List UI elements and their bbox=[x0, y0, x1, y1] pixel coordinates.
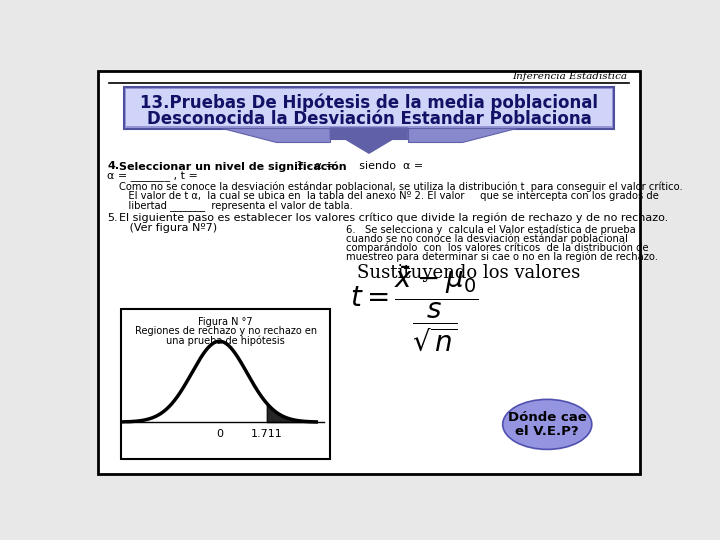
Text: una prueba de hipótesis: una prueba de hipótesis bbox=[166, 335, 285, 346]
Ellipse shape bbox=[503, 400, 592, 449]
Text: muestreo para determinar si cae o no en la región de rechazo.: muestreo para determinar si cae o no en … bbox=[346, 252, 658, 262]
Text: libertad _______  representa el valor de tabla.: libertad _______ representa el valor de … bbox=[120, 200, 354, 211]
Text: Regiones de rechazo y no rechazo en: Regiones de rechazo y no rechazo en bbox=[135, 326, 317, 336]
Text: el V.E.P?: el V.E.P? bbox=[516, 425, 579, 438]
FancyBboxPatch shape bbox=[98, 71, 640, 475]
Text: 6.   Se selecciona y  calcula el Valor estadística de prueba: 6. Se selecciona y calcula el Valor esta… bbox=[346, 224, 636, 235]
Text: 0: 0 bbox=[216, 429, 223, 439]
Text: $\it{t} = \dfrac{\bar{\it{x}} - \mu_0}{\dfrac{\it{s}}{\sqrt{\it{n}}}}$: $\it{t} = \dfrac{\bar{\it{x}} - \mu_0}{\… bbox=[350, 265, 478, 353]
Text: Seleccionar un nivel de significación: Seleccionar un nivel de significación bbox=[120, 161, 347, 172]
Text: Figura N °7: Figura N °7 bbox=[198, 316, 253, 327]
Text: Sustituyendo los valores: Sustituyendo los valores bbox=[357, 264, 580, 282]
Text: cuando se no conoce la desviación estándar poblacional: cuando se no conoce la desviación estánd… bbox=[346, 233, 628, 244]
Text: Inferencia Estadística: Inferencia Estadística bbox=[512, 71, 627, 81]
Text: El siguiente paso es establecer los valores crítico que divide la región de rech: El siguiente paso es establecer los valo… bbox=[120, 213, 669, 223]
Text: Dónde cae: Dónde cae bbox=[508, 411, 587, 424]
Text: 13.Pruebas De Hipótesis de la media poblacional: 13.Pruebas De Hipótesis de la media pobl… bbox=[140, 93, 598, 112]
Text: 4.: 4. bbox=[107, 161, 120, 171]
Polygon shape bbox=[408, 128, 516, 142]
Text: El valor de t α,  la cual se ubica en  la tabla del anexo Nº 2. El valor     que: El valor de t α, la cual se ubica en la … bbox=[120, 191, 660, 201]
Polygon shape bbox=[222, 128, 330, 142]
Text: α = _______ , t =: α = _______ , t = bbox=[107, 172, 198, 182]
Text: 5.: 5. bbox=[107, 213, 117, 222]
Text: 1.711: 1.711 bbox=[251, 429, 283, 439]
Text: (Ver figura Nº7): (Ver figura Nº7) bbox=[120, 222, 217, 233]
Text: comparándolo  con  los valores críticos  de la distribución de: comparándolo con los valores críticos de… bbox=[346, 242, 649, 253]
FancyBboxPatch shape bbox=[124, 87, 614, 129]
FancyBboxPatch shape bbox=[121, 309, 330, 459]
Text: Como no se conoce la desviación estándar poblacional, se utiliza la distribución: Como no se conoce la desviación estándar… bbox=[120, 182, 683, 192]
Text: 1 - α =       siendo  α =: 1 - α = siendo α = bbox=[293, 161, 423, 171]
FancyBboxPatch shape bbox=[127, 90, 611, 126]
Text: Desconocida la Desviación Estandar Poblaciona: Desconocida la Desviación Estandar Pobla… bbox=[147, 110, 591, 127]
Polygon shape bbox=[330, 128, 408, 153]
